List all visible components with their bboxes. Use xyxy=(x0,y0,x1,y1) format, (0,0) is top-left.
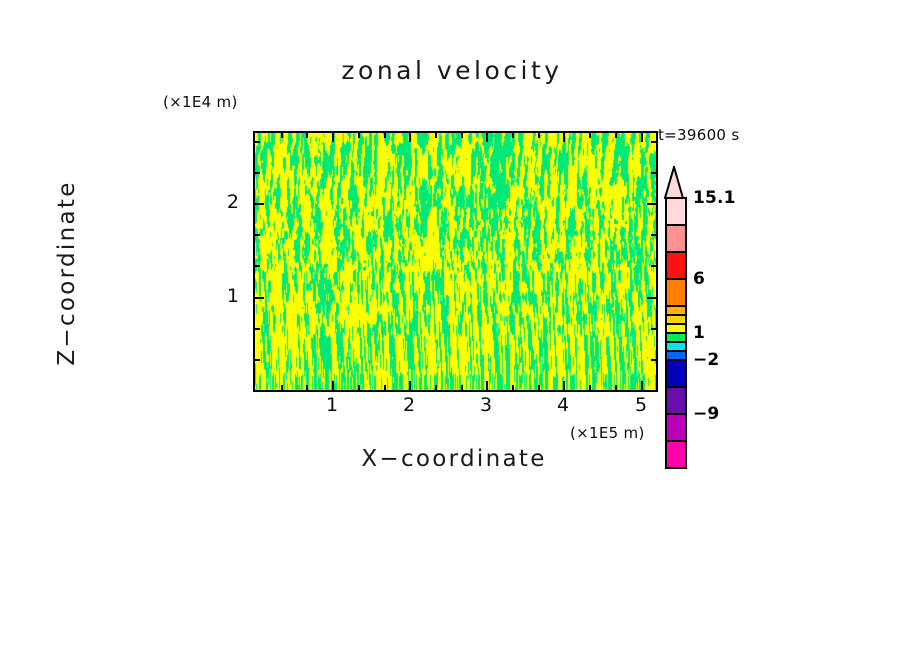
colorbar-band xyxy=(667,352,685,359)
y-tick-label: 2 xyxy=(226,191,239,213)
colorbar-tick-label: 6 xyxy=(693,269,705,289)
velocity-field-heatmap xyxy=(255,133,656,390)
x-tick-label: 1 xyxy=(325,394,339,416)
colorbar-band xyxy=(667,388,685,413)
colorbar-band xyxy=(667,316,685,323)
colorbar-tick-label: 15.1 xyxy=(693,188,736,208)
colorbar-band-separator xyxy=(667,359,685,361)
page-title: zonal velocity xyxy=(341,56,563,85)
x-tick-label: 2 xyxy=(402,394,416,416)
y-axis-title: Z−coordinate xyxy=(54,180,80,366)
colorbar-band-separator xyxy=(667,314,685,316)
colorbar-band-separator xyxy=(667,305,685,307)
colorbar-band xyxy=(667,442,685,467)
colorbar-band xyxy=(667,307,685,314)
y-tick-label: 1 xyxy=(226,285,239,307)
y-axis-unit-label: (×1E4 m) xyxy=(163,93,238,111)
colorbar-band-separator xyxy=(667,251,685,253)
colorbar-band-separator xyxy=(667,413,685,415)
colorbar-bands xyxy=(665,197,687,469)
x-tick-label: 5 xyxy=(634,394,648,416)
colorbar-band xyxy=(667,325,685,332)
colorbar-band xyxy=(667,199,685,224)
colorbar-band-separator xyxy=(667,440,685,442)
colorbar-band-separator xyxy=(667,341,685,343)
x-tick-label: 3 xyxy=(479,394,493,416)
colorbar-tick-label: 1 xyxy=(693,323,705,343)
colorbar-band xyxy=(667,253,685,278)
colorbar-band-separator xyxy=(667,332,685,334)
colorbar-tick-label: −2 xyxy=(693,350,720,370)
colorbar-band xyxy=(667,415,685,440)
colorbar-band xyxy=(667,343,685,350)
colorbar-band-separator xyxy=(667,224,685,226)
x-tick-label: 4 xyxy=(556,394,570,416)
colorbar-band xyxy=(667,334,685,341)
colorbar-band xyxy=(667,361,685,386)
x-axis-unit-label: (×1E5 m) xyxy=(570,424,645,442)
colorbar-band xyxy=(667,226,685,251)
colorbar-band-separator xyxy=(667,350,685,352)
plot-area xyxy=(253,131,658,392)
colorbar-band-separator xyxy=(667,278,685,280)
colorbar-band xyxy=(667,280,685,305)
colorbar-band-separator xyxy=(667,323,685,325)
time-annotation: t=39600 s xyxy=(658,126,740,144)
colorbar-band-separator xyxy=(667,386,685,388)
colorbar-extend-arrow-icon xyxy=(663,166,685,199)
colorbar-tick-label: −9 xyxy=(693,404,720,424)
x-axis-title: X−coordinate xyxy=(361,446,547,472)
